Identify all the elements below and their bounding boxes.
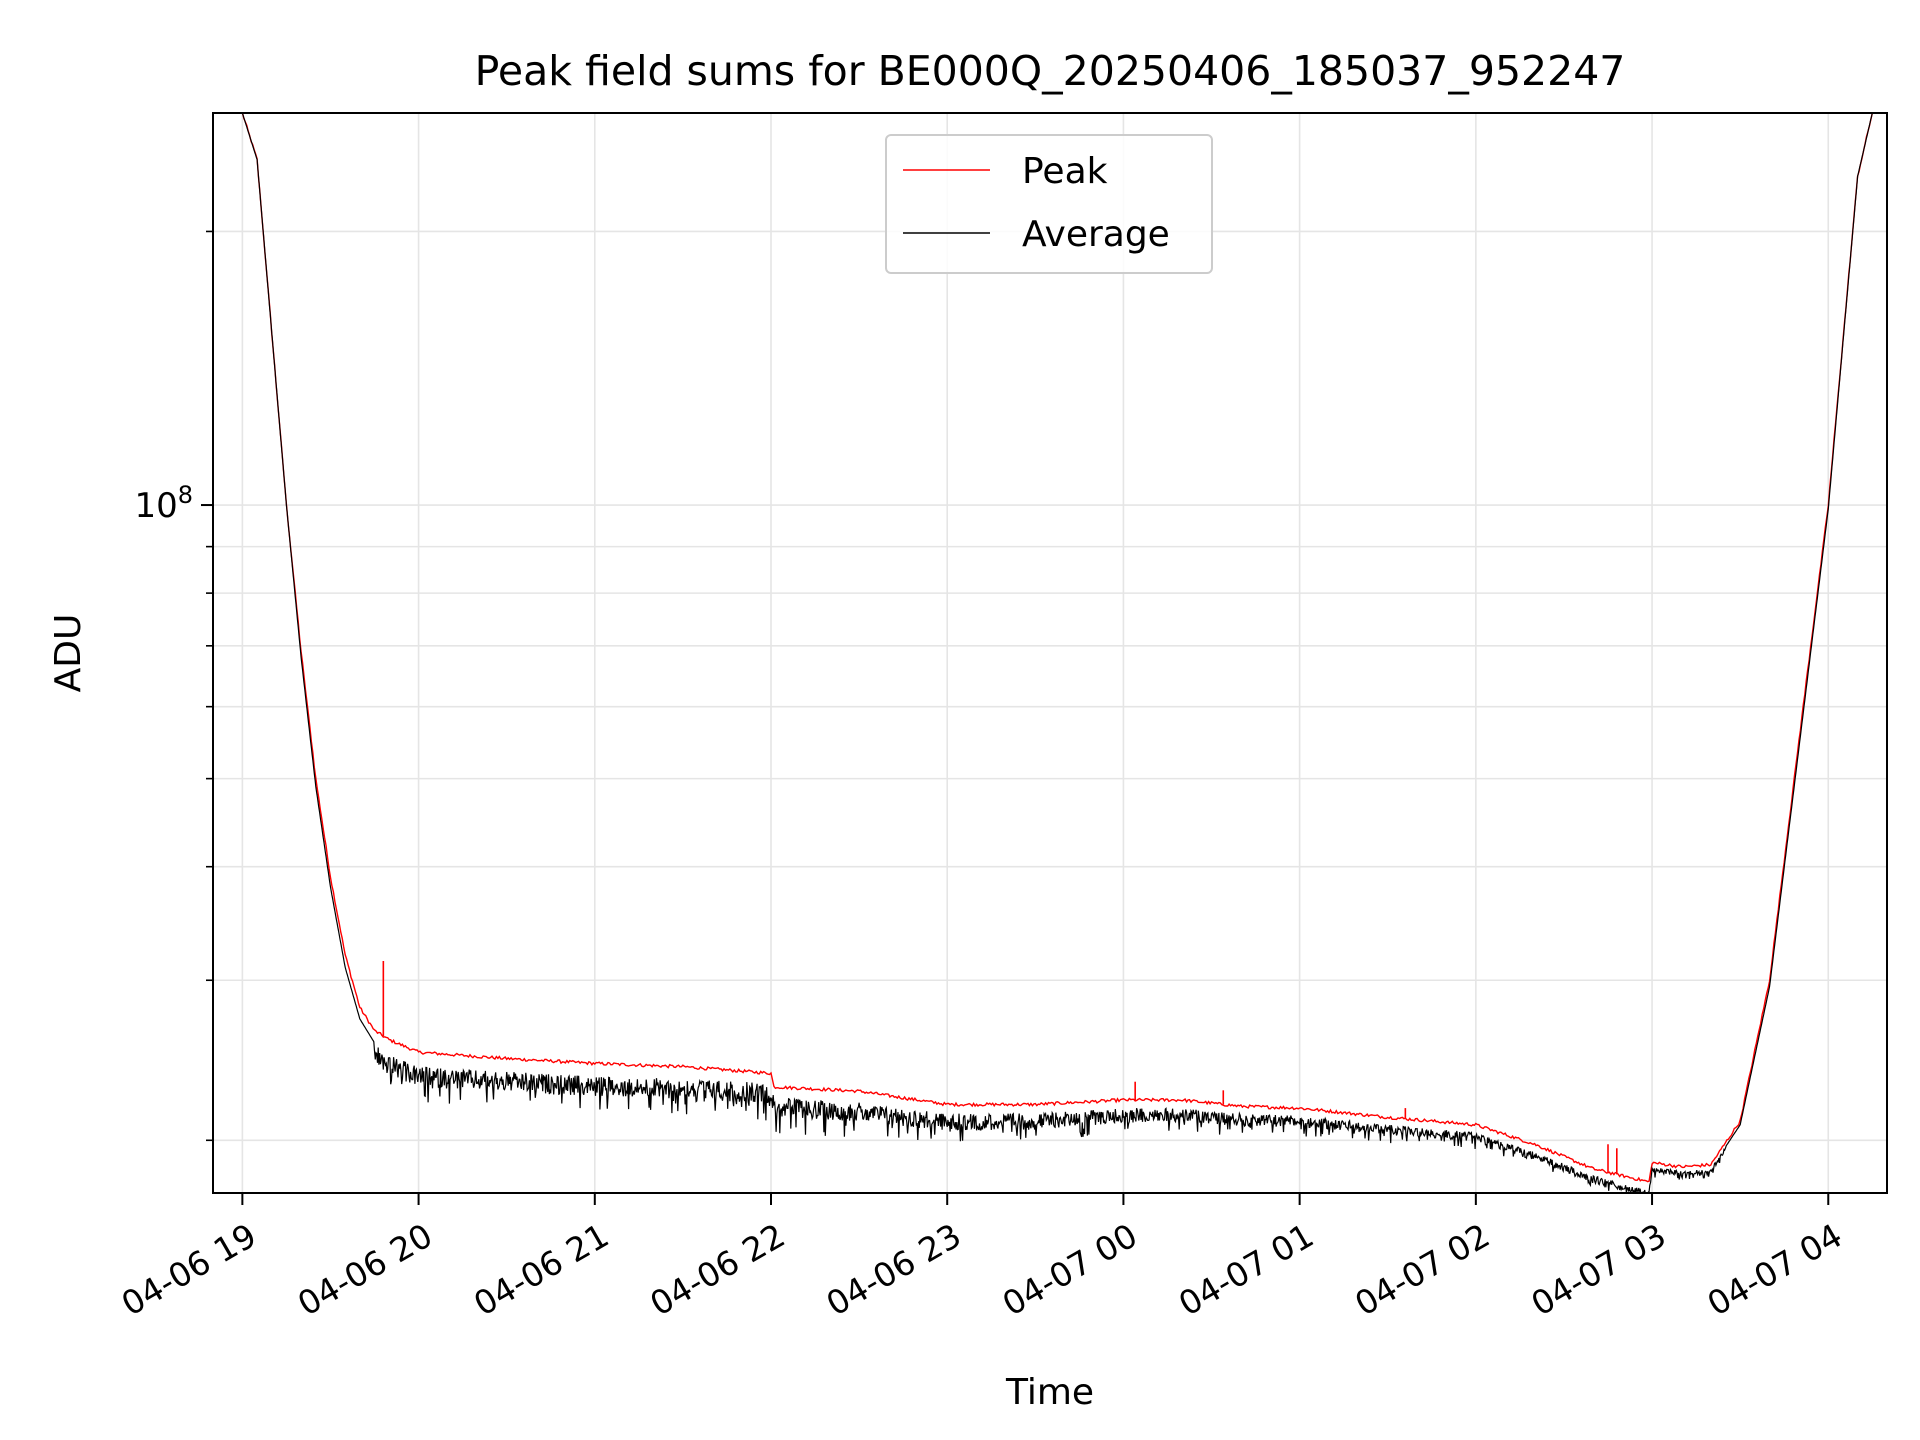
- legend-label-peak: Peak: [1022, 151, 1108, 192]
- legend-label-average: Average: [1022, 214, 1170, 255]
- axis-ticks: [201, 230, 1830, 1205]
- legend: Peak Average: [885, 134, 1213, 274]
- x-axis-label: Time: [1005, 1372, 1094, 1413]
- series-line-average: [241, 113, 1873, 1193]
- y-tick-label: 108: [134, 481, 193, 526]
- series-line-peak: [241, 113, 1873, 1183]
- y-axis-label: ADU: [48, 614, 89, 693]
- grid: [213, 113, 1887, 1193]
- y-tick-labels: 108: [134, 481, 193, 526]
- chart-title: Peak field sums for BE000Q_20250406_1850…: [475, 47, 1626, 95]
- plot-frame: [212, 112, 1888, 1194]
- plot-lines: [241, 113, 1873, 1193]
